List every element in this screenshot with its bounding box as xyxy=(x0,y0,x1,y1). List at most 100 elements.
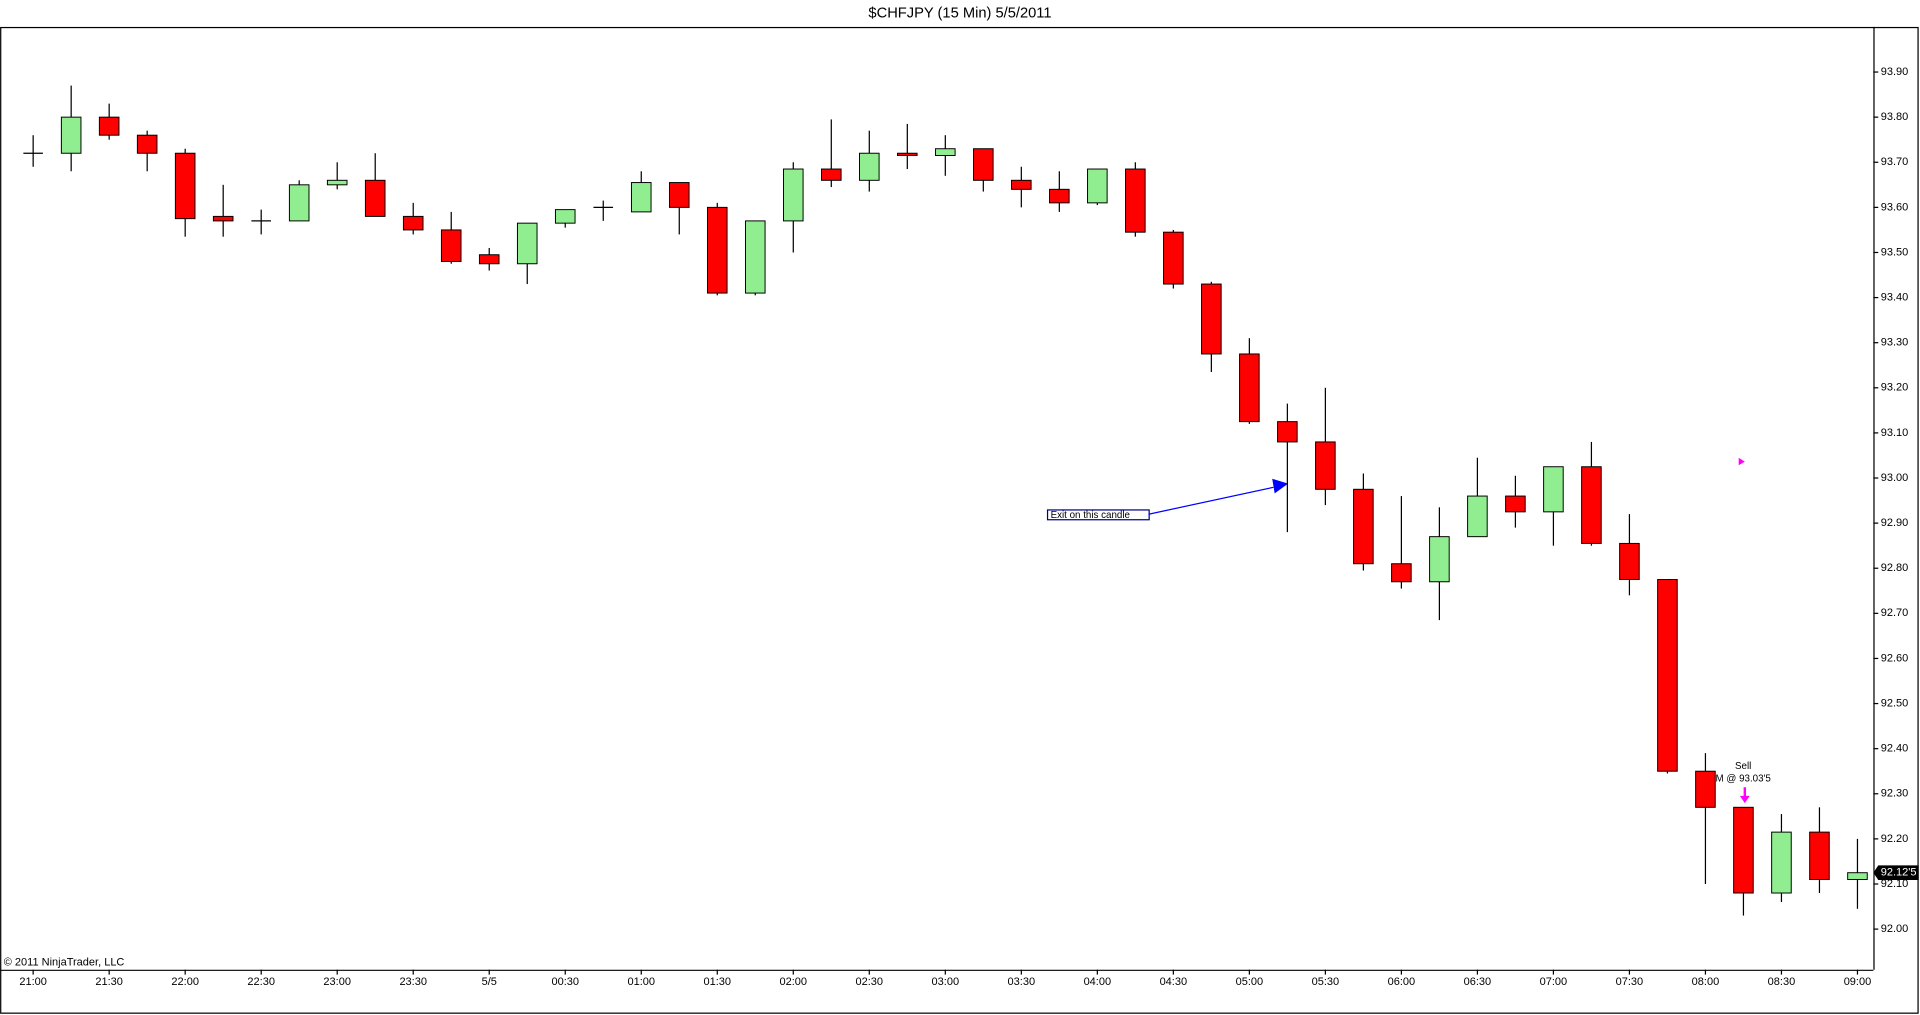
y-tick-label: 92.40 xyxy=(1881,743,1909,755)
candle-body xyxy=(973,148,994,181)
x-tick-label: 23:00 xyxy=(323,976,351,988)
candle-body xyxy=(1581,466,1602,544)
x-tick-label: 02:00 xyxy=(780,976,808,988)
candle-body xyxy=(1809,831,1830,880)
candle-body xyxy=(1619,542,1640,581)
candle-body xyxy=(1277,421,1298,443)
x-tick-label: 02:30 xyxy=(856,976,884,988)
candle-body xyxy=(1163,231,1184,285)
annotation-arrow xyxy=(1148,486,1274,515)
candle-body xyxy=(1011,179,1032,190)
candle-body xyxy=(364,179,386,217)
candle-body xyxy=(821,168,842,181)
candle-body xyxy=(478,254,500,265)
last-price-box xyxy=(1873,865,1919,881)
x-tick-label: 21:00 xyxy=(19,976,47,988)
x-tick-label: 22:00 xyxy=(171,976,199,988)
x-tick-label: 5/5 xyxy=(482,976,497,988)
marker xyxy=(1738,457,1745,466)
x-tick-label: 05:30 xyxy=(1312,976,1340,988)
x-tick-label: 08:30 xyxy=(1768,976,1796,988)
candle-body xyxy=(402,215,424,231)
candle-body xyxy=(554,209,576,224)
candle-body xyxy=(98,116,120,136)
candle-body xyxy=(1543,466,1564,513)
candle-body xyxy=(1353,488,1374,565)
x-tick-label: 05:00 xyxy=(1236,976,1264,988)
copyright: © 2011 NinjaTrader, LLC xyxy=(4,956,125,968)
sell-arrow-head xyxy=(1739,795,1750,804)
annotation-text: Exit on this candle xyxy=(1051,510,1130,521)
y-tick-label: 92.50 xyxy=(1881,697,1909,709)
x-tick-label: 01:30 xyxy=(704,976,732,988)
y-tick-label: 93.30 xyxy=(1881,337,1909,349)
candle-body xyxy=(212,215,234,222)
annotation-box xyxy=(1046,509,1150,521)
candle-body xyxy=(744,220,766,294)
candle-body xyxy=(60,116,82,154)
chart-title: $CHFJPY (15 Min) 5/5/2011 xyxy=(868,5,1051,21)
candle-body xyxy=(1049,188,1070,204)
candle-body xyxy=(668,182,690,208)
candle-body xyxy=(1429,536,1450,583)
y-tick-label: 93.70 xyxy=(1881,156,1909,168)
candle-body xyxy=(630,182,652,213)
x-tick-label: 03:00 xyxy=(932,976,960,988)
sell-label: Sell xyxy=(1735,761,1751,772)
x-tick-label: 06:00 xyxy=(1388,976,1416,988)
x-tick-label: 23:30 xyxy=(399,976,427,988)
candle-body xyxy=(1847,872,1868,880)
frame xyxy=(0,26,1919,1014)
x-tick-label: 09:00 xyxy=(1844,976,1872,988)
candle-body xyxy=(1657,579,1678,772)
candle-body xyxy=(1087,168,1108,204)
x-tick-label: 04:00 xyxy=(1084,976,1112,988)
candle-body xyxy=(1201,283,1222,355)
arrow-head xyxy=(1272,478,1289,494)
candle-body xyxy=(1239,353,1260,423)
y-tick-label: 93.00 xyxy=(1881,472,1909,484)
sell-detail: 0.3M @ 93.03'5 xyxy=(1702,773,1771,784)
x-tick-label: 07:30 xyxy=(1616,976,1644,988)
y-tick-label: 92.90 xyxy=(1881,517,1909,529)
candle-body xyxy=(1467,495,1488,538)
x-tick-label: 08:00 xyxy=(1692,976,1720,988)
y-tick-label: 93.40 xyxy=(1881,291,1909,303)
candle-body xyxy=(706,206,728,294)
candle-body xyxy=(288,184,310,222)
y-tick-label: 93.90 xyxy=(1881,66,1909,78)
x-tick-label: 03:30 xyxy=(1008,976,1036,988)
y-tick-label: 92.60 xyxy=(1881,652,1909,664)
y-tick-label: 93.80 xyxy=(1881,111,1909,123)
candle-body xyxy=(1695,770,1716,808)
candle-body xyxy=(174,152,196,220)
y-tick-label: 92.10 xyxy=(1881,878,1909,890)
candle-body xyxy=(859,152,880,181)
y-tick-label: 93.50 xyxy=(1881,246,1909,258)
x-tick-label: 22:30 xyxy=(247,976,275,988)
x-tick-label: 21:30 xyxy=(95,976,123,988)
candle-body xyxy=(440,229,462,262)
candle-body xyxy=(1771,831,1792,894)
y-tick-label: 93.10 xyxy=(1881,427,1909,439)
candle-body xyxy=(1733,806,1754,894)
y-tick-label: 92.70 xyxy=(1881,607,1909,619)
candle-body xyxy=(136,134,158,154)
x-tick-label: 01:00 xyxy=(627,976,655,988)
x-tick-label: 00:30 xyxy=(551,976,579,988)
x-tick-label: 06:30 xyxy=(1464,976,1492,988)
candle-body xyxy=(1391,563,1412,583)
last-price-label: 92.12'5 xyxy=(1881,867,1917,879)
y-tick-label: 92.80 xyxy=(1881,562,1909,574)
candle-body xyxy=(935,148,956,156)
candle-body xyxy=(326,179,348,186)
candle-body xyxy=(1125,168,1146,233)
y-tick-label: 93.20 xyxy=(1881,382,1909,394)
y-tick-label: 93.60 xyxy=(1881,201,1909,213)
candle-body xyxy=(516,222,538,265)
y-tick-label: 92.30 xyxy=(1881,788,1909,800)
x-tick-label: 07:00 xyxy=(1540,976,1568,988)
candle-body xyxy=(897,152,918,156)
y-tick-label: 92.20 xyxy=(1881,833,1909,845)
